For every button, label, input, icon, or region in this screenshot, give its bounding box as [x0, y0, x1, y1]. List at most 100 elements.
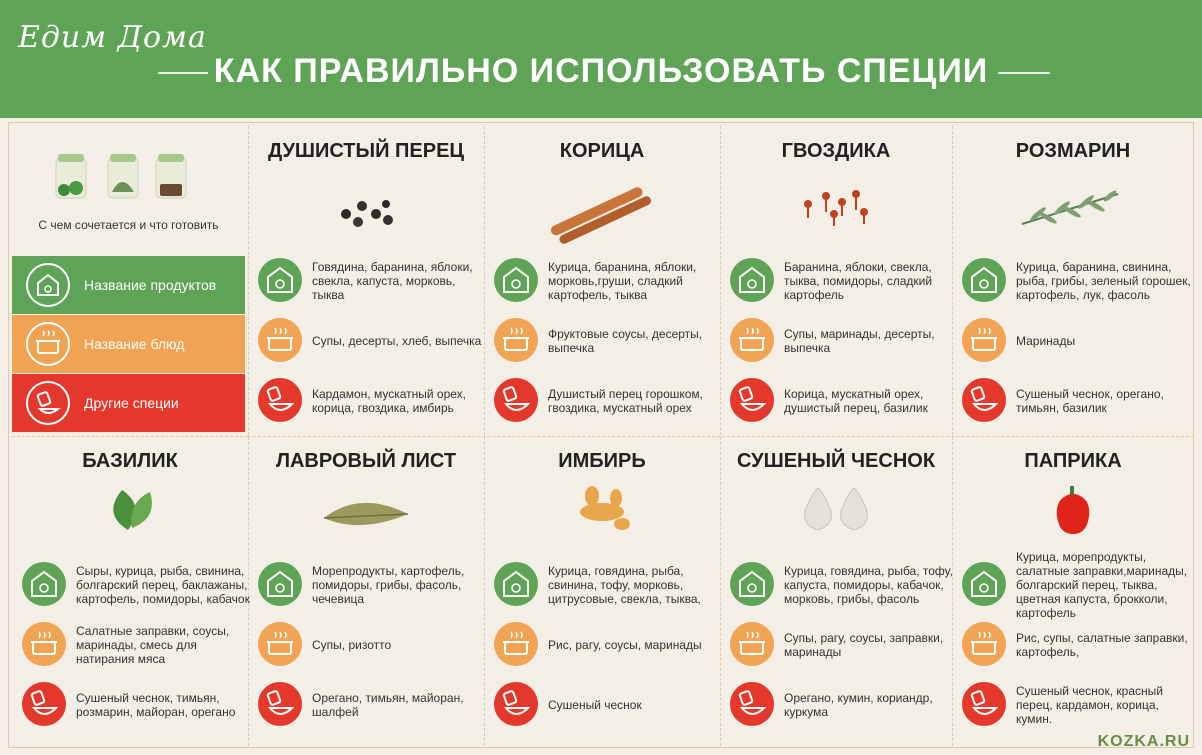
spice-illustration [550, 187, 651, 244]
spice-other-text: Орегано, тимьян, майоран, шалфей [312, 691, 464, 719]
spice-row-dishes: Супы, маринады, десерты, выпечка [730, 318, 955, 364]
spice-row-other: Сушеный чеснок, красный перец, кардамон,… [962, 682, 1187, 728]
jar-icon [962, 562, 1006, 606]
legend-label: Другие специи [84, 395, 179, 411]
spice-row-products: Курица, морепродукты, салатные заправки,… [962, 550, 1187, 620]
spice-name: РОЗМАРИН [1015, 140, 1131, 162]
spice-dishes-text: Супы, ризотто [312, 638, 392, 652]
spice-row-other: Сушеный чеснок, орегано, тимьян, базилик [962, 378, 1187, 424]
spice-shaker-icon [22, 682, 66, 726]
spice-row-other: Орегано, кумин, кориандр, куркума [730, 682, 955, 728]
legend-label: Название продуктов [84, 277, 217, 293]
spice-name: ГВОЗДИКА [781, 140, 891, 162]
spice-row-products: Курица, баранина, свинина, рыба, грибы, … [962, 258, 1191, 304]
watermark: KOZKA.RU [1097, 733, 1190, 750]
spice-row-products: Курица, говядина, рыба, свинина, тофу, м… [494, 562, 719, 608]
jar-icon [730, 562, 774, 606]
title-divider-right [998, 72, 1050, 74]
jar-icon [494, 562, 538, 606]
spice-name: БАЗИЛИК [82, 450, 178, 472]
spice-products-text: Баранина, яблоки, свекла, тыква, помидор… [784, 260, 933, 302]
spice-name: ПАПРИКА [1024, 450, 1122, 472]
spice-other-text: Сушеный чеснок, красный перец, кардамон,… [1016, 684, 1163, 726]
row-divider [12, 436, 248, 437]
spice-row-dishes: Салатные заправки, соусы, маринады, смес… [22, 622, 247, 668]
jar-icon [962, 258, 1006, 302]
spice-name: КОРИЦА [559, 140, 645, 162]
spice-dishes-text: Супы, рагу, соусы, заправки, маринады [784, 631, 944, 659]
jar-icon [494, 258, 538, 302]
spice-shaker-icon [258, 378, 302, 422]
spice-row-products: Морепродукты, картофель, помидоры, грибы… [258, 562, 483, 608]
spice-other-text: Орегано, кумин, кориандр, куркума [784, 691, 933, 719]
spice-card: КОРИЦА Курица, баранина, яблоки, морковь,… [484, 126, 720, 436]
spice-row-dishes: Маринады [962, 318, 1187, 364]
spice-dishes-text: Супы, десерты, хлеб, выпечка [312, 334, 482, 348]
legend-label: Название блюд [84, 336, 185, 352]
spice-row-products: Курица, говядина, рыба, тофу, капуста, п… [730, 562, 955, 608]
legend-item-products: Название продуктов [12, 256, 245, 314]
spice-shaker-icon [26, 381, 70, 425]
spice-other-text: Сушеный чеснок, тимьян, розмарин, майора… [76, 691, 236, 719]
title-divider-left [158, 72, 208, 74]
spice-illustration [323, 502, 409, 526]
pot-icon [258, 622, 302, 666]
spice-card: ГВОЗДИКА Баранина, яблоки, свекла, тыква,… [720, 126, 952, 436]
spice-card: РОЗМАРИН Курица, баранина, свинина, рыба,… [952, 126, 1194, 436]
spice-row-other: Орегано, тимьян, майоран, шалфей [258, 682, 483, 728]
spice-row-dishes: Супы, ризотто [258, 622, 483, 668]
logo[interactable]: Едим Дома [18, 20, 207, 55]
spice-row-other: Корица, мускатный орех, душистый перец, … [730, 378, 955, 424]
spice-name: ИМБИРЬ [558, 450, 646, 472]
pot-icon [258, 318, 302, 362]
jar-icon [258, 562, 302, 606]
spice-row-other: Кардамон, мускатный орех, корица, гвозди… [258, 378, 483, 424]
jars-illustration [55, 154, 187, 199]
spice-dishes-text: Супы, маринады, десерты, выпечка [784, 327, 935, 355]
spice-shaker-icon [962, 682, 1006, 726]
spice-row-dishes: Рис, рагу, соусы, маринады [494, 622, 719, 668]
spice-card: ИМБИРЬ Курица, говядина, рыба, свинина, т… [484, 436, 720, 746]
spice-row-other: Сушеный чеснок [494, 682, 719, 728]
spice-name: СУШЕНЫЙ ЧЕСНОК [736, 450, 936, 472]
spice-dishes-text: Рис, рагу, соусы, маринады [548, 638, 702, 652]
spice-row-dishes: Супы, рагу, соусы, заправки, маринады [730, 622, 955, 668]
spice-card: ПАПРИКА Курица, морепродукты, салатные за… [952, 436, 1194, 746]
spice-shaker-icon [494, 378, 538, 422]
spice-card: СУШЕНЫЙ ЧЕСНОК Курица, говядина, рыба, то… [720, 436, 955, 746]
spice-products-text: Говядина, баранина, яблоки, свекла, капу… [312, 260, 473, 302]
spice-other-text: Кардамон, мускатный орех, корица, гвозди… [312, 387, 467, 415]
spice-dishes-text: Фруктовые соусы, десерты, выпечка [548, 327, 703, 355]
spice-row-dishes: Фруктовые соусы, десерты, выпечка [494, 318, 719, 364]
spice-other-text: Душистый перец горошком, гвоздика, муска… [548, 387, 704, 415]
spice-name: ЛАВРОВЫЙ ЛИСТ [275, 450, 457, 472]
legend-caption: С чем сочетается и что готовить [38, 218, 219, 232]
spice-illustration [804, 487, 868, 531]
spice-row-dishes: Рис, супы, салатные заправки, картофель, [962, 622, 1188, 668]
spice-dishes-text: Салатные заправки, соусы, маринады, смес… [76, 624, 230, 666]
spice-products-text: Курица, баранина, яблоки, морковь,груши,… [548, 260, 697, 302]
pot-icon [730, 622, 774, 666]
legend-item-dishes: Название блюд [12, 315, 245, 373]
spice-products-text: Курица, морепродукты, салатные заправки,… [1016, 550, 1188, 620]
spice-shaker-icon [258, 682, 302, 726]
legend-item-other: Другие специи [12, 374, 245, 432]
spice-other-text: Сушеный чеснок, орегано, тимьян, базилик [1016, 387, 1164, 415]
spice-shaker-icon [494, 682, 538, 726]
pot-icon [22, 622, 66, 666]
spice-card: БАЗИЛИК Сыры, курица, рыба, свинина, болг… [12, 436, 250, 746]
jar-icon [22, 562, 66, 606]
jar-icon [730, 258, 774, 302]
spice-shaker-icon [730, 682, 774, 726]
jar-icon [26, 263, 70, 307]
spice-name: ДУШИСТЫЙ ПЕРЕЦ [267, 140, 465, 162]
pot-icon [26, 322, 70, 366]
spice-illustration [580, 486, 630, 530]
spice-row-other: Душистый перец горошком, гвоздика, муска… [494, 378, 719, 424]
content-frame [8, 122, 1194, 748]
spice-row-products: Сыры, курица, рыба, свинина, болгарский … [22, 562, 250, 608]
spice-card: ЛАВРОВЫЙ ЛИСТ Морепродукты, картофель, по… [248, 436, 484, 746]
spice-shaker-icon [962, 378, 1006, 422]
pot-icon [730, 318, 774, 362]
pot-icon [962, 318, 1006, 362]
